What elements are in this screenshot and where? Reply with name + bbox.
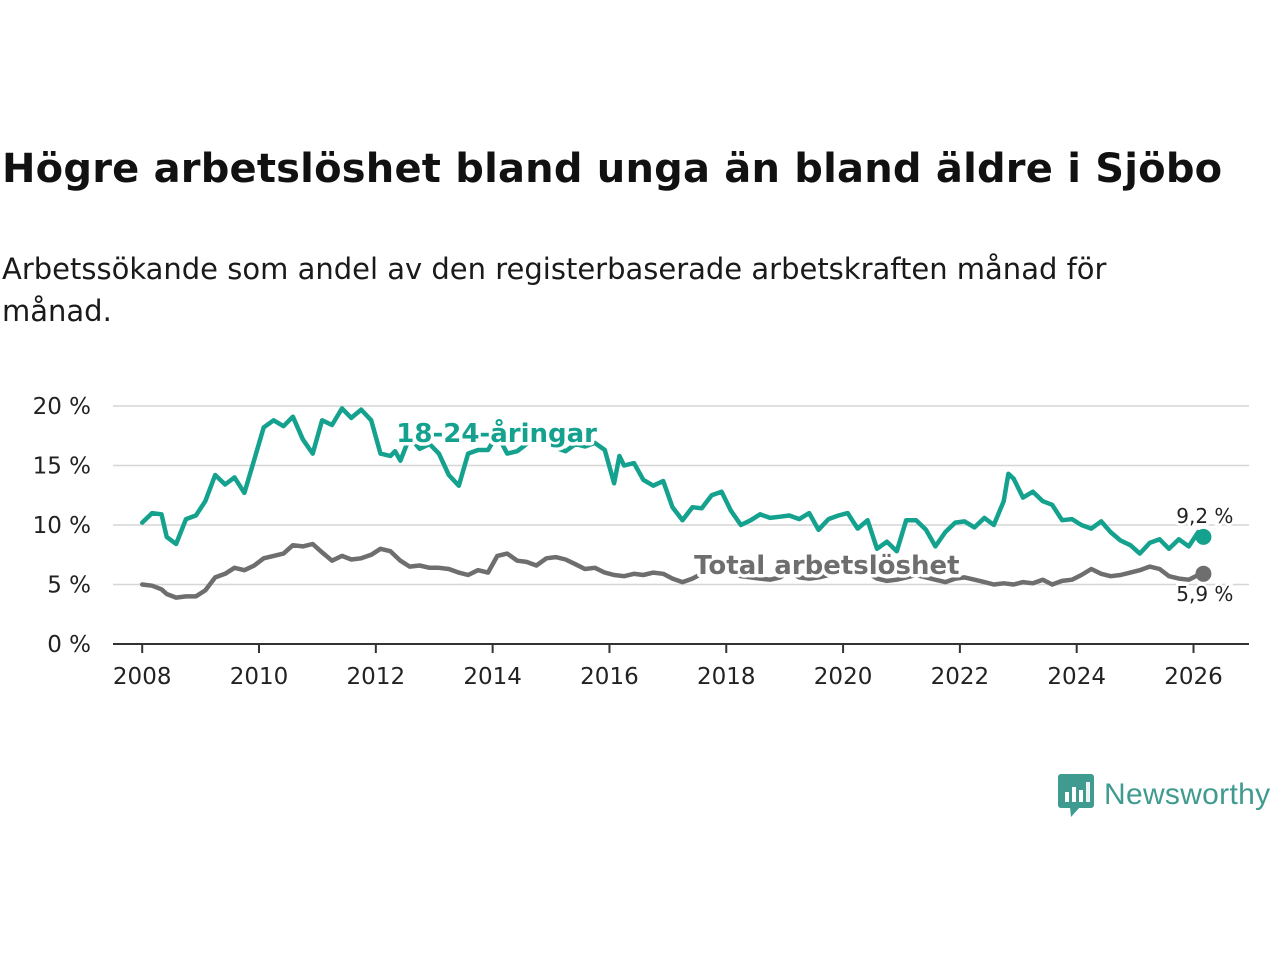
x-tick-label: 2018 [697,664,756,690]
newsworthy-logo-icon [1058,774,1094,817]
y-tick-label: 5 % [47,573,91,599]
grid-lines [113,405,1249,645]
series-lines [139,406,1212,600]
end-point-total [1195,565,1212,582]
chart-subtitle: Arbetssökande som andel av den registerb… [2,252,1107,328]
x-tick-label: 2012 [347,664,406,690]
y-tick-label: 15 % [33,454,91,480]
x-tick-label: 2016 [580,664,639,690]
series-labels: 18-24-åringar Total arbetslöshet 9,2 % 5,9 … [393,414,1236,609]
x-tick-label: 2020 [814,664,873,690]
x-tick-label: 2008 [113,664,172,690]
end-point-youth [1195,528,1212,545]
end-label-youth: 9,2 % [1176,504,1233,528]
series-line-total [139,541,1206,600]
line-chart: 0 %5 %10 %15 %20 % 2008 2010 2012 2014 2016 2… [33,394,1249,690]
x-tick-label: 2014 [463,664,522,690]
newsworthy-brand: Newsworthy [1058,772,1270,818]
chart-title: Högre arbetslöshet bland unga än bland ä… [2,146,1223,192]
end-label-total: 5,9 % [1176,582,1233,606]
y-tick-label: 20 % [33,394,91,420]
brand-name: Newsworthy [1104,778,1271,811]
series-label-youth: 18-24-åringar [396,417,597,449]
x-tick-label: 2010 [230,664,289,690]
x-tick-label: 2026 [1164,664,1223,690]
x-tick-label: 2024 [1047,664,1106,690]
series-line-youth [139,406,1206,556]
x-axis-ticks: 2008 2010 2012 2014 2016 2018 2020 2022 2024 2026 [113,644,1223,690]
y-axis-ticks: 0 % 5 % 10 % 15 % 20 % [33,394,91,658]
y-tick-label: 10 % [33,513,91,539]
x-tick-label: 2022 [931,664,990,690]
y-tick-label: 0 % [47,632,91,658]
series-label-total: Total arbetslöshet [694,551,959,581]
